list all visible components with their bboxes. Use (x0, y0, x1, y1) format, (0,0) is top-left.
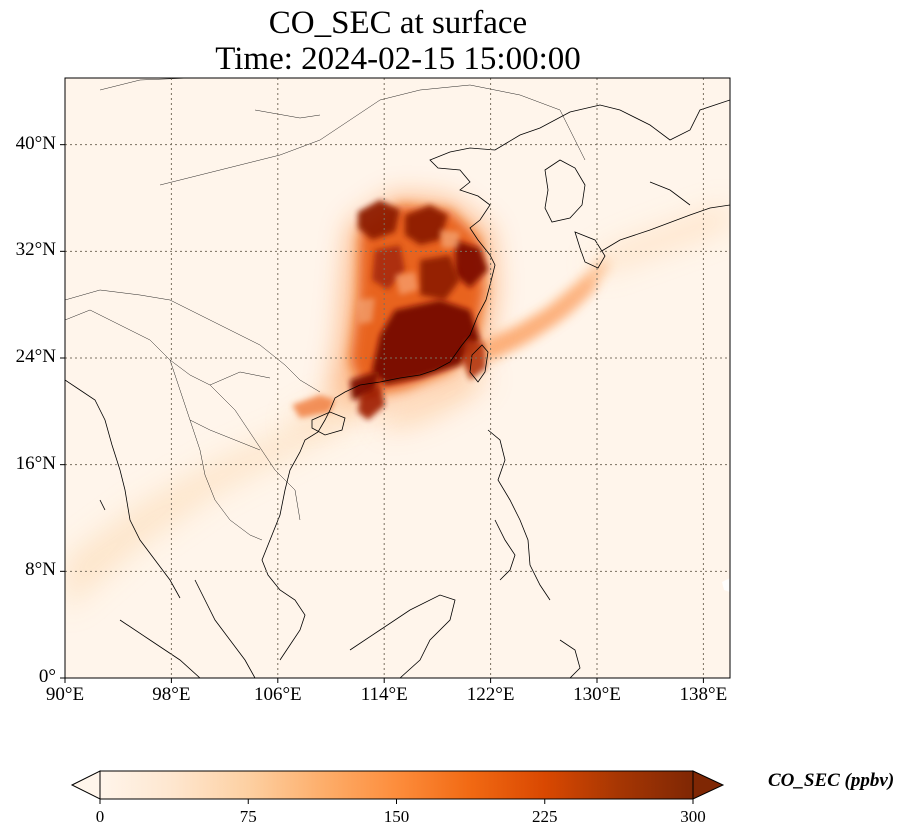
y-tick-label: 40°N (15, 132, 56, 154)
x-tick-label: 90°E (45, 684, 85, 705)
map-frame (64, 77, 731, 679)
figure-title: CO_SEC at surface (268, 5, 528, 41)
colorbar-body (99, 770, 694, 800)
borders (65, 78, 586, 541)
figure-subtitle: Time: 2024-02-15 15:00:00 (215, 41, 581, 77)
x-tick-label: 98°E (152, 684, 191, 705)
x-tick-label: 106°E (253, 684, 302, 705)
colorbar-tick-label: 300 (680, 807, 706, 826)
x-tick-label: 114°E (360, 684, 408, 705)
y-tick-label: 32°N (15, 239, 56, 261)
y-tick-label: 16°N (15, 452, 56, 474)
plume-eastern-china-core (358, 200, 400, 240)
coastlines (65, 99, 730, 678)
x-tick-label: 138°E (679, 684, 728, 705)
concentration-field (65, 195, 730, 610)
colorbar-tick-label: 225 (532, 807, 558, 826)
colorbar-tick-label: 0 (95, 807, 105, 826)
y-tick-label: 24°N (15, 346, 56, 367)
colorbar-title: CO_SEC (ppbv) (768, 770, 895, 791)
x-tick-label: 130°E (573, 684, 621, 705)
colorbar-extend-low (70, 770, 101, 800)
colorbar-tick-label: 150 (383, 807, 410, 826)
x-tick-label: 122°E (466, 684, 515, 705)
colorbar-tick-label: 75 (239, 807, 257, 826)
colorbar-extend-high (692, 770, 725, 800)
y-tick-label: 0° (38, 666, 56, 687)
y-tick-label: 8°N (25, 559, 56, 581)
plume-southwest-band (65, 405, 350, 610)
